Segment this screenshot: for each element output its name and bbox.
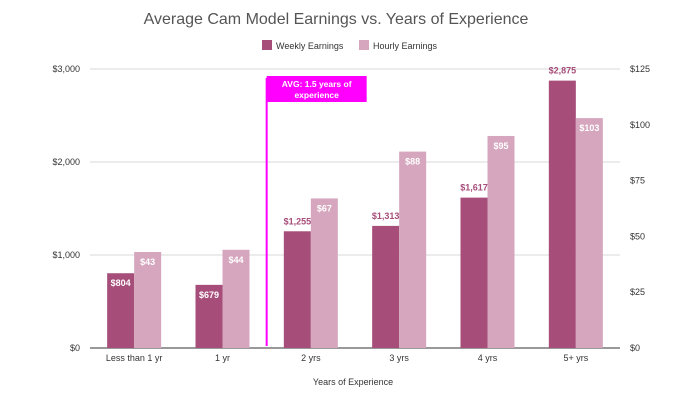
avg-marker-text-line2: experience (294, 90, 339, 100)
legend-swatch-weekly (262, 40, 272, 50)
avg-marker-box (266, 76, 367, 102)
y-left-tick-label: $0 (70, 343, 80, 353)
y-right-tick-label: $125 (630, 64, 650, 74)
x-tick-label: 2 yrs (301, 353, 321, 363)
chart-title: Average Cam Model Earnings vs. Years of … (144, 11, 529, 28)
bar-weekly (460, 197, 488, 348)
bars (107, 80, 603, 348)
y-right-tick-label: $0 (630, 343, 640, 353)
bar-hourly (134, 252, 162, 348)
bar-hourly (399, 151, 427, 348)
bar-weekly (283, 231, 311, 348)
axes: $0 $1,000 $2,000 $3,000 $0 $25 $50 $75 $100 $125 L… (52, 64, 650, 363)
annotation: AVG: 1.5 years of experience (265, 76, 367, 346)
x-tick-label: 5+ yrs (563, 353, 588, 363)
y-right-tick-label: $25 (630, 287, 645, 297)
x-tick-label: Less than 1 yr (106, 353, 163, 363)
avg-marker-text-line1: AVG: 1.5 years of (282, 79, 352, 89)
data-label-hourly: $95 (493, 141, 508, 151)
x-tick-label: 4 yrs (478, 353, 498, 363)
bar-hourly (310, 198, 338, 348)
data-label-hourly: $103 (579, 123, 599, 133)
data-label-weekly: $2,875 (549, 66, 577, 76)
data-label-weekly: $1,313 (372, 211, 400, 221)
data-label-hourly: $67 (317, 203, 332, 213)
y-right-tick-label: $75 (630, 176, 645, 186)
y-left-tick-label: $2,000 (52, 157, 80, 167)
bar-weekly (107, 273, 135, 348)
data-label-hourly: $44 (228, 255, 243, 265)
grid (90, 68, 620, 349)
bar-weekly (548, 80, 576, 348)
data-label-hourly: $88 (405, 157, 420, 167)
data-label-weekly: $804 (111, 278, 131, 288)
data-label-hourly: $43 (140, 257, 155, 267)
y-right-tick-label: $50 (630, 231, 645, 241)
y-right-tick-label: $100 (630, 120, 650, 130)
data-label-weekly: $1,255 (284, 216, 312, 226)
y-left-tick-label: $3,000 (52, 64, 80, 74)
data-label-weekly: $1,617 (460, 183, 488, 193)
bar-hourly (222, 249, 250, 348)
x-axis-title: Years of Experience (313, 377, 393, 387)
data-labels: $804 $43 $679 $44 $1,255 $67 $1,313 $88 $1,617 $9… (111, 66, 600, 300)
y-left-tick-label: $1,000 (52, 250, 80, 260)
x-tick-label: 1 yr (215, 353, 230, 363)
legend-label-weekly: Weekly Earnings (276, 41, 344, 51)
bar-hourly (575, 118, 603, 348)
legend-swatch-hourly (359, 40, 369, 50)
bar-weekly (195, 284, 223, 348)
x-tick-label: 3 yrs (389, 353, 409, 363)
bar-weekly (372, 225, 400, 348)
data-label-weekly: $679 (199, 290, 219, 300)
legend: Weekly Earnings Hourly Earnings (262, 40, 438, 51)
bar-hourly (487, 135, 515, 348)
legend-label-hourly: Hourly Earnings (373, 41, 438, 51)
